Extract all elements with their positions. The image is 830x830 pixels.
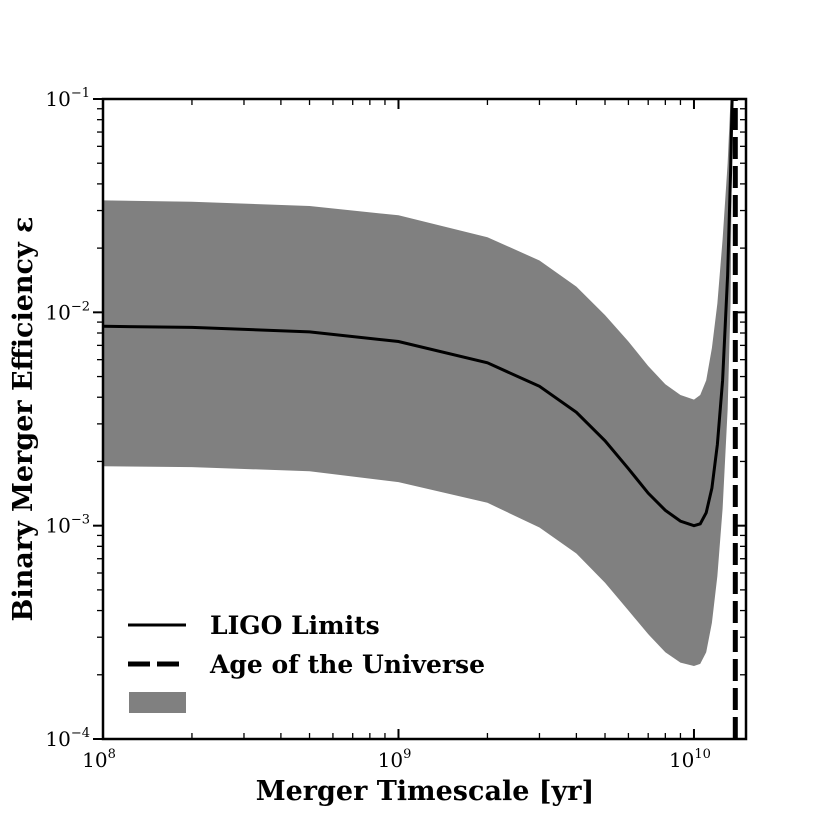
x-tick-label: 108 [82, 747, 116, 772]
y-tick-label: 10−4 [45, 726, 90, 751]
legend-label-ligo-limits: LIGO Limits [210, 611, 380, 640]
uncertainty-band [103, 99, 733, 666]
legend-label-age-of-universe: Age of the Universe [209, 650, 485, 679]
axis-tick-labels: 108 109 1010 10−4 10−3 10−2 10−1 [45, 86, 711, 772]
y-tick-label: 10−1 [45, 86, 90, 111]
x-tick-label: 109 [378, 747, 412, 772]
y-tick-label: 10−2 [45, 299, 90, 324]
legend: LIGO Limits Age of the Universe [128, 611, 485, 713]
plot-frame [101, 97, 748, 741]
x-axis-title: Merger Timescale [yr] [256, 776, 595, 807]
legend-swatch-band [129, 692, 186, 713]
plot-area [103, 99, 738, 739]
ligo-limits-line [103, 99, 734, 528]
y-axis-title: Binary Merger Efficiency ε [8, 217, 39, 622]
axis-ticks [93, 98, 746, 740]
x-tick-label: 1010 [669, 747, 711, 772]
y-tick-label: 10−3 [45, 513, 90, 538]
